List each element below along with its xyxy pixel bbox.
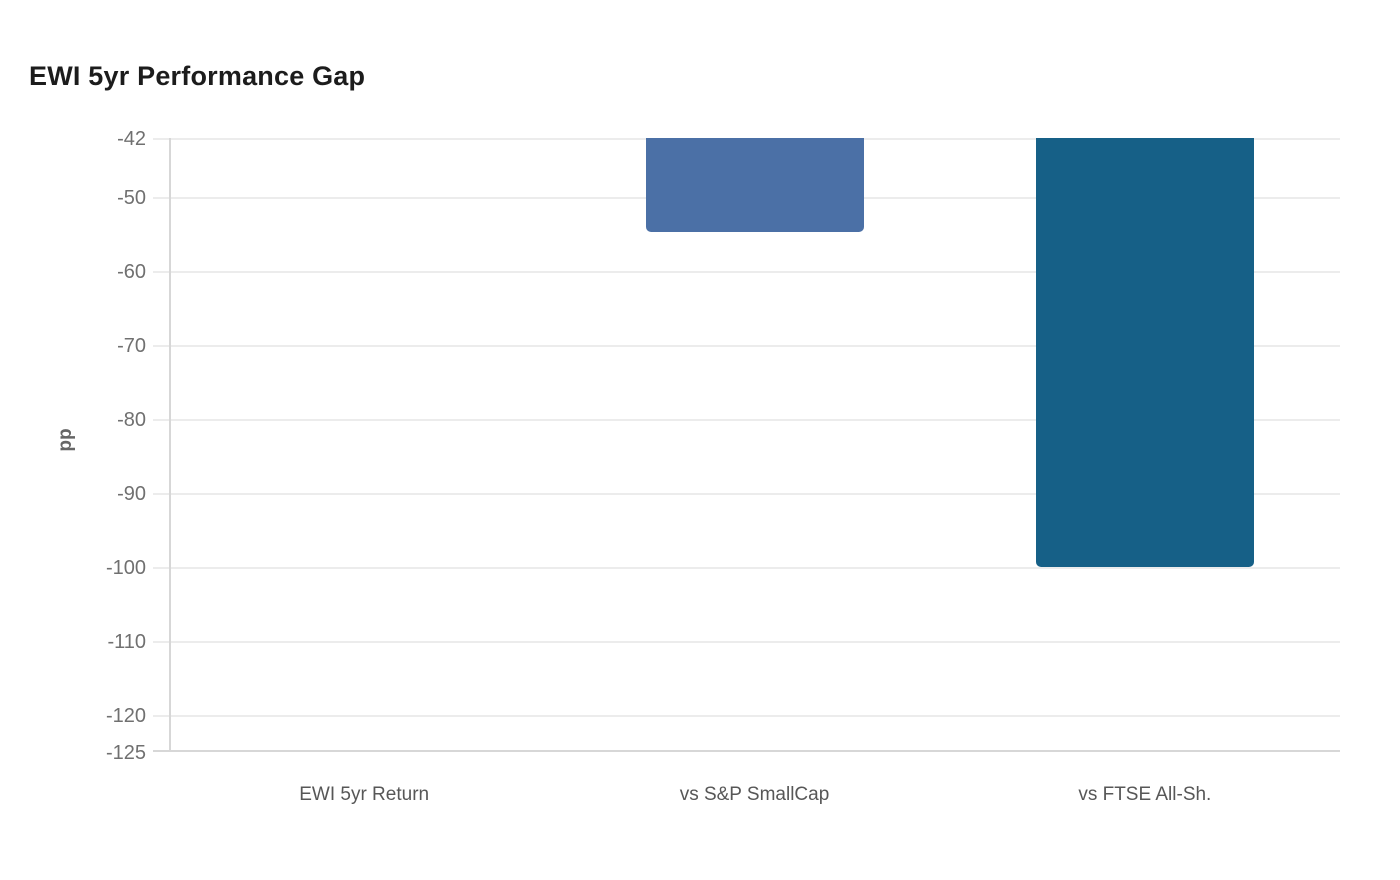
y-tick-label: -110	[107, 631, 146, 654]
gridline	[153, 493, 1340, 496]
y-tick-label: -90	[117, 483, 146, 506]
chart-title: EWI 5yr Performance Gap	[29, 61, 366, 91]
gridline	[153, 567, 1340, 570]
y-tick-label: -125	[105, 742, 146, 764]
plot-area	[153, 138, 1340, 752]
gridline	[153, 715, 1340, 717]
x-category-label: vs FTSE All-Sh.	[1078, 784, 1212, 805]
bar	[1035, 138, 1254, 568]
y-tick-label: -100	[105, 557, 146, 580]
x-category-label: vs S&P SmallCap	[679, 784, 830, 805]
y-axis-line	[169, 138, 171, 752]
y-tick-label: -70	[117, 335, 146, 358]
y-tick-label: -42	[117, 128, 146, 150]
x-category-label: EWI 5yr Return	[299, 784, 430, 805]
y-tick-label: -120	[105, 705, 146, 727]
gridline	[153, 419, 1340, 422]
gridline	[153, 271, 1340, 274]
y-tick-label: -80	[117, 409, 146, 432]
y-tick-label: -60	[117, 261, 146, 284]
gridline	[153, 641, 1340, 644]
gridline	[153, 345, 1340, 348]
y-tick-label: -50	[117, 187, 146, 210]
bar	[645, 138, 864, 232]
x-axis-line	[153, 750, 1340, 752]
